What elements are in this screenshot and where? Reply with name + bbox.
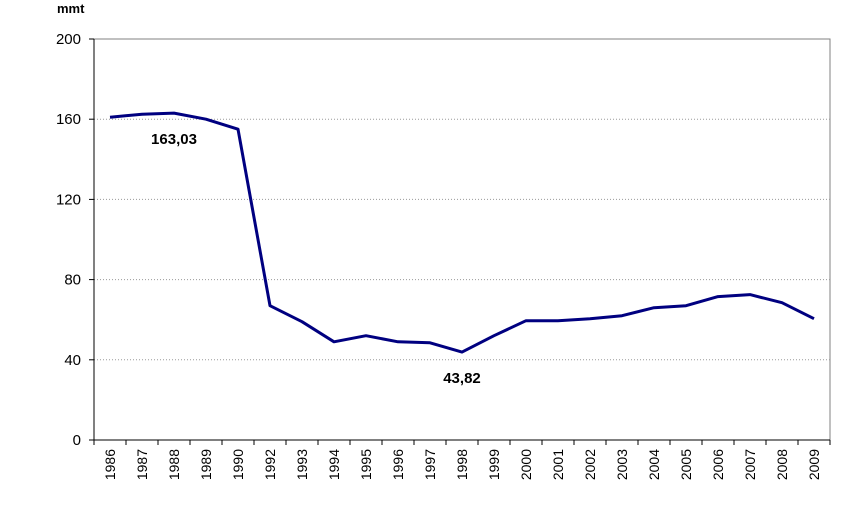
data-point-2001	[556, 319, 560, 323]
xtick-label: 1999	[486, 449, 502, 480]
annotations: 163,03 43,82	[151, 131, 481, 387]
data-point-1993	[300, 320, 304, 324]
series-line-0	[109, 111, 815, 354]
data-point-2007	[748, 293, 752, 297]
xtick-label: 1988	[166, 449, 182, 480]
xtick-label: 2004	[646, 449, 662, 480]
y-axis-unit-label: mmt	[57, 1, 85, 16]
data-point-1998	[460, 350, 464, 354]
xtick-label: 1990	[230, 449, 246, 480]
ytick-label: 80	[64, 272, 81, 289]
xtick-label: 1996	[390, 449, 406, 480]
ytick-label: 200	[56, 31, 81, 48]
xtick-label: 1994	[326, 449, 342, 480]
data-point-2004	[652, 306, 656, 310]
data-point-1996	[396, 340, 400, 344]
data-point-1990	[236, 127, 240, 131]
data-point-1994	[332, 340, 336, 344]
data-point-2006	[716, 295, 720, 299]
y-axis-ticks: 0 40 80 120 160 200	[56, 31, 94, 449]
data-point-1992	[268, 304, 272, 308]
gridlines	[94, 118, 830, 361]
data-point-1999	[492, 334, 496, 338]
xtick-label: 2005	[678, 449, 694, 480]
xtick-label: 2008	[774, 449, 790, 480]
annotation-label: 163,03	[151, 131, 197, 148]
xtick-label: 2006	[710, 449, 726, 480]
data-point-1997	[428, 341, 432, 345]
ytick-label: 120	[56, 191, 81, 208]
data-point-2000	[524, 319, 528, 323]
data-point-2009	[812, 317, 816, 321]
xtick-label: 1993	[294, 449, 310, 480]
xtick-label: 2003	[614, 449, 630, 480]
xtick-label: 2000	[518, 449, 534, 480]
series	[108, 111, 816, 354]
xtick-label: 2002	[582, 449, 598, 480]
xtick-label: 1987	[134, 449, 150, 480]
xtick-label: 2009	[806, 449, 822, 480]
data-point-1988	[172, 111, 176, 115]
xtick-label: 2001	[550, 449, 566, 480]
ytick-label: 0	[73, 432, 81, 449]
data-point-1987	[140, 112, 144, 116]
data-point-2003	[620, 314, 624, 318]
x-axis-ticks: 1986 1987 1988 1989 1990 1992 1993 1994 1995 1996…	[93, 440, 831, 480]
xtick-label: 1992	[262, 449, 278, 480]
data-point-2008	[780, 301, 784, 305]
data-point-2002	[588, 317, 592, 321]
data-point-2005	[684, 304, 688, 308]
ytick-label: 160	[56, 111, 81, 128]
data-point-1989	[204, 117, 208, 121]
xtick-label: 1997	[422, 449, 438, 480]
xtick-label: 1998	[454, 449, 470, 480]
xtick-label: 2007	[742, 449, 758, 480]
annotation-label: 43,82	[443, 370, 481, 387]
data-point-1986	[108, 115, 112, 119]
xtick-label: 1995	[358, 449, 374, 480]
xtick-label: 1986	[102, 449, 118, 480]
data-point-1995	[364, 334, 368, 338]
xtick-label: 1989	[198, 449, 214, 480]
axes	[93, 39, 830, 441]
ytick-label: 40	[64, 352, 81, 369]
